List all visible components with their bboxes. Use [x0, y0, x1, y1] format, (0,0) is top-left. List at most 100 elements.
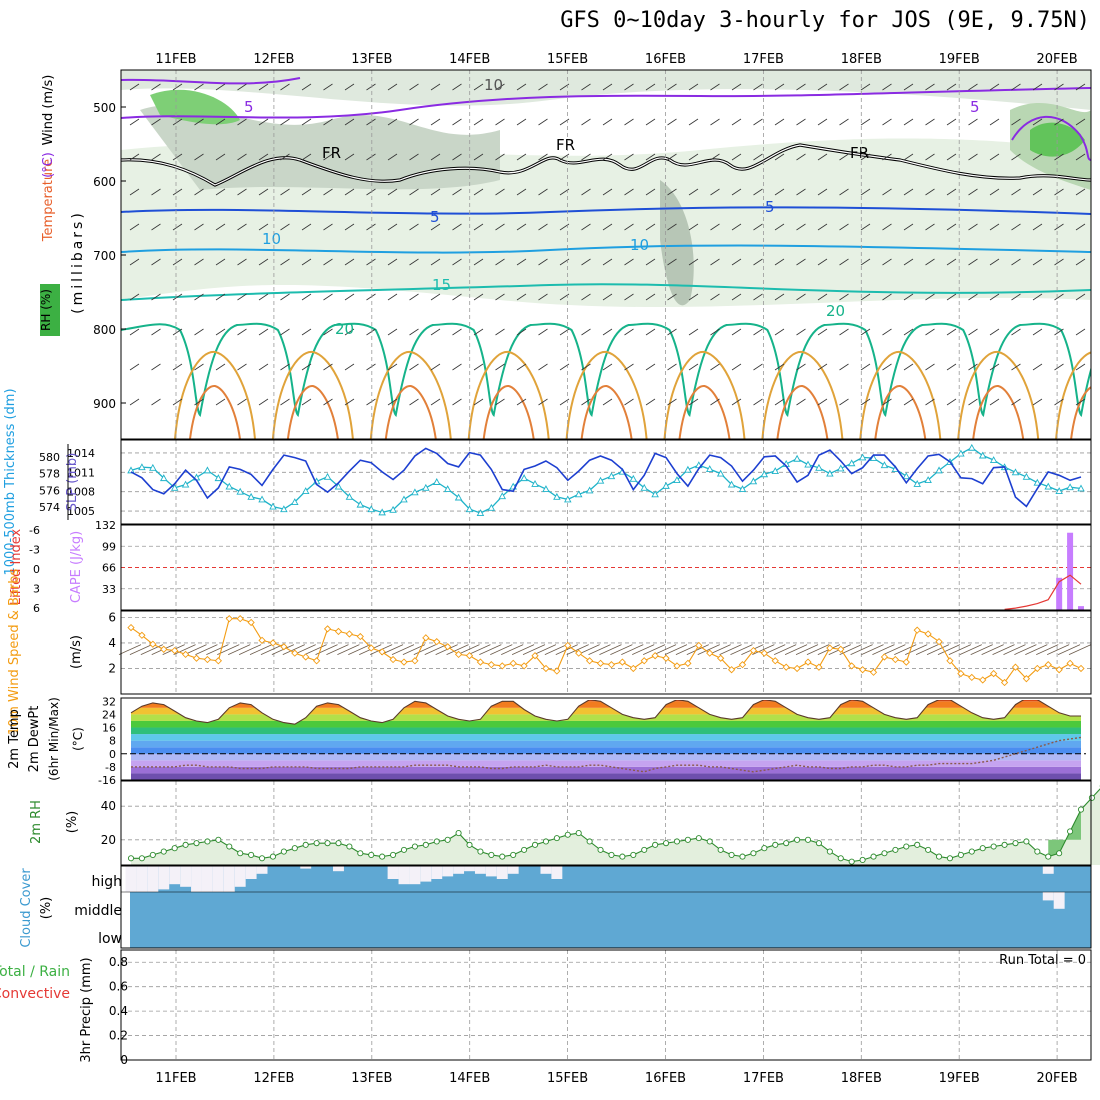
- slp-marker: [465, 505, 474, 513]
- cloud-gap-high: [420, 866, 432, 882]
- wind-barb: [624, 328, 634, 336]
- rh-marker: [608, 851, 615, 858]
- wind-barb: [151, 293, 161, 301]
- wind-barb: [710, 293, 720, 301]
- wind-barb: [280, 223, 290, 231]
- wind-barb-10m: [1036, 644, 1059, 655]
- wind-barb: [430, 83, 441, 91]
- wind-barb: [989, 293, 1000, 301]
- slp-marker: [160, 474, 168, 482]
- wind-barb: [710, 398, 720, 406]
- rh-marker: [1088, 794, 1095, 801]
- wind-barb: [731, 363, 742, 371]
- cloud-gap-high: [551, 866, 563, 879]
- wind-barb: [731, 153, 742, 161]
- slp-marker: [771, 467, 780, 474]
- wind-barb: [602, 363, 613, 371]
- wind-barb: [774, 258, 785, 266]
- wind-barb: [430, 258, 441, 266]
- wind-barb: [1032, 153, 1043, 161]
- rh-marker: [280, 848, 287, 855]
- wind-barb: [344, 83, 355, 91]
- rh-marker: [379, 853, 386, 860]
- wind-barb: [581, 153, 591, 161]
- wind-barb: [581, 328, 591, 336]
- wind-axis-unit: (m/s): [69, 635, 84, 669]
- wind-barb: [624, 188, 634, 196]
- rh-tick: 20: [101, 833, 116, 847]
- wind-barb: [753, 83, 763, 91]
- top-date-12FEB: 12FEB: [253, 52, 294, 67]
- rh-marker: [870, 853, 877, 860]
- wind-speed-marker: [618, 658, 627, 666]
- rh-marker: [324, 840, 331, 847]
- wind-barb: [989, 398, 1000, 406]
- wind-barb-10m: [1057, 644, 1081, 655]
- wind-barb: [774, 328, 785, 336]
- wind-barb-10m: [118, 644, 142, 655]
- bottom-date-18FEB: 18FEB: [841, 1071, 882, 1086]
- rh-marker: [335, 840, 342, 847]
- wind-barb: [882, 258, 892, 266]
- rh-marker: [138, 855, 145, 862]
- wind-barb: [1032, 258, 1043, 266]
- bottom-date-20FEB: 20FEB: [1037, 1071, 1078, 1086]
- wind-barb: [538, 258, 548, 266]
- wind-barb: [667, 83, 677, 91]
- rh-marker: [903, 843, 910, 850]
- wind-barb: [1032, 363, 1043, 371]
- wind-barb: [215, 83, 226, 91]
- wind-speed-marker: [1055, 666, 1063, 674]
- cloud-gap-high: [496, 866, 508, 879]
- isotherm-25: [957, 350, 1040, 439]
- wind-barb: [237, 258, 247, 266]
- wind-barb: [796, 153, 806, 161]
- wind-barb: [538, 328, 548, 336]
- cape-tick: 132: [95, 519, 116, 532]
- wind-barb: [194, 153, 204, 161]
- wind-barb: [860, 83, 871, 91]
- wind-barb: [602, 153, 613, 161]
- wind-barb: [968, 83, 978, 91]
- rh-marker: [881, 850, 888, 857]
- isotherm-30: [972, 385, 1025, 439]
- rh-marker: [619, 853, 626, 860]
- pressure-tick: 900: [93, 397, 116, 411]
- wind-barb-10m: [479, 644, 502, 655]
- precip-total-label: Total / Rain: [0, 964, 70, 980]
- wind-barb-10m: [970, 644, 993, 655]
- wind-barb: [366, 153, 376, 161]
- wind-barb: [968, 328, 978, 336]
- wind-barb: [688, 83, 699, 91]
- rh-marker: [717, 846, 724, 853]
- wind-speed-marker: [345, 630, 354, 638]
- wind-barb: [1054, 153, 1064, 161]
- slp-marker: [716, 469, 725, 477]
- wind-barb: [366, 293, 376, 301]
- wind-barb: [1075, 398, 1086, 406]
- cloud-gap-high: [442, 866, 454, 877]
- cape-bar: [1078, 606, 1084, 610]
- wind-barb: [1075, 363, 1086, 371]
- isotherm-25: [1055, 351, 1091, 439]
- rh-marker: [630, 851, 637, 858]
- wind-barb: [903, 363, 914, 371]
- wind-speed-marker: [782, 663, 790, 671]
- wind-barb: [344, 153, 355, 161]
- wind-barb: [839, 153, 849, 161]
- wind-barb: [989, 83, 1000, 91]
- cape-axis-label: CAPE (J/kg): [69, 531, 84, 603]
- slp-marker: [564, 495, 572, 503]
- wind-barb: [968, 258, 978, 266]
- rh-marker: [248, 851, 255, 858]
- wind-barb: [237, 223, 247, 231]
- cloud-cover-panel: high middle low Cloud Cover (%): [19, 865, 1092, 949]
- wind-barb: [237, 188, 247, 196]
- wind-barb-10m: [905, 644, 928, 655]
- wind-barb: [194, 363, 204, 371]
- temp-band: [131, 747, 1081, 754]
- wind-barb: [946, 328, 957, 336]
- slp-marker: [684, 465, 692, 473]
- cloud-axis-label: Cloud Cover: [19, 868, 34, 948]
- rh-marker: [783, 840, 790, 847]
